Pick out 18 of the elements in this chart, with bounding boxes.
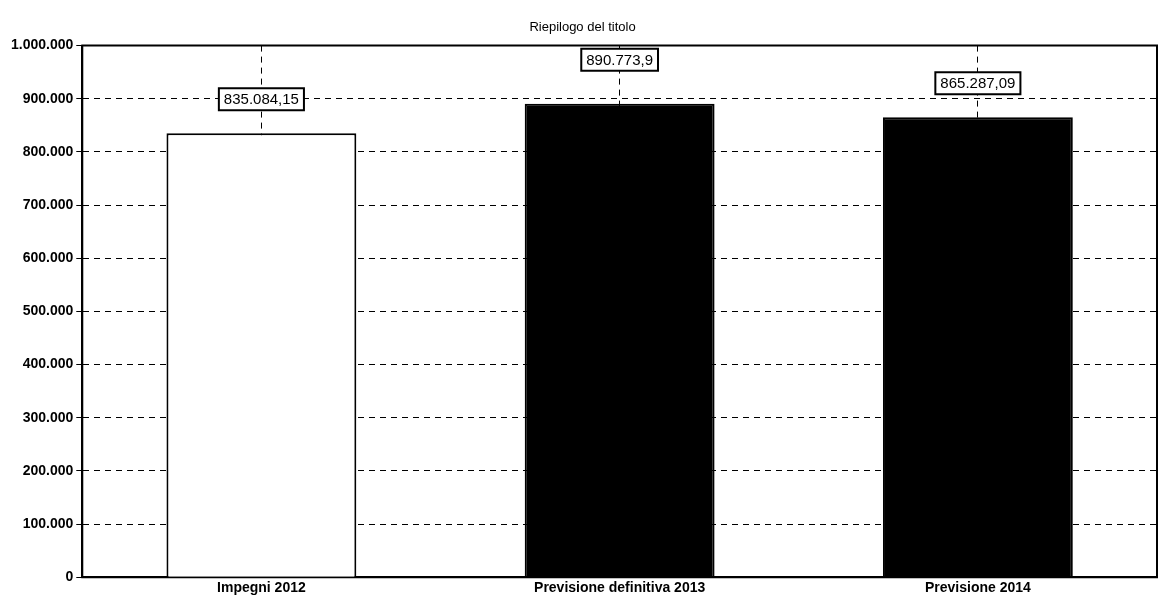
data-label: 865.287,09 (940, 74, 1016, 92)
x-tick-label: Previsione 2014 (924, 579, 1032, 596)
y-tick-label: 200.000 (22, 461, 74, 478)
x-tick-label: Impegni 2012 (217, 579, 306, 596)
chart-title: Riepilogo del titolo (529, 19, 636, 35)
data-label: 890.773,9 (586, 50, 654, 68)
y-tick-label: 400.000 (22, 355, 74, 372)
y-tick-label: 500.000 (22, 302, 74, 319)
y-tick-label: 800.000 (22, 142, 74, 159)
y-tick-label: 300.000 (22, 408, 74, 425)
y-tick-label: 900.000 (22, 89, 74, 106)
y-tick-label: 0 (65, 568, 74, 585)
y-tick-label: 100.000 (22, 514, 74, 531)
x-tick-label: Previsione definitiva 2013 (534, 579, 706, 596)
y-tick-label: 600.000 (22, 249, 74, 266)
data-label: 835.084,15 (223, 90, 299, 108)
y-tick-label: 700.000 (22, 195, 74, 212)
y-tick-label: 1.000.000 (10, 36, 74, 53)
